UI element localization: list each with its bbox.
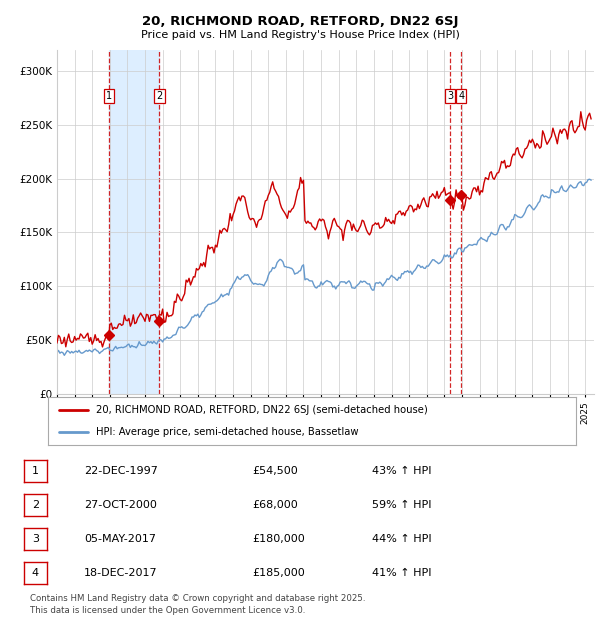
Text: Price paid vs. HM Land Registry's House Price Index (HPI): Price paid vs. HM Land Registry's House … xyxy=(140,30,460,40)
Text: 4: 4 xyxy=(458,91,464,101)
Text: 22-DEC-1997: 22-DEC-1997 xyxy=(84,466,158,476)
Text: 27-OCT-2000: 27-OCT-2000 xyxy=(84,500,157,510)
Text: 59% ↑ HPI: 59% ↑ HPI xyxy=(372,500,431,510)
Text: Contains HM Land Registry data © Crown copyright and database right 2025.
This d: Contains HM Land Registry data © Crown c… xyxy=(30,594,365,615)
Text: 1: 1 xyxy=(106,91,113,101)
Text: 2: 2 xyxy=(32,500,39,510)
Text: £54,500: £54,500 xyxy=(252,466,298,476)
Text: £180,000: £180,000 xyxy=(252,534,305,544)
Text: 43% ↑ HPI: 43% ↑ HPI xyxy=(372,466,431,476)
Text: 18-DEC-2017: 18-DEC-2017 xyxy=(84,568,158,578)
Text: 3: 3 xyxy=(447,91,454,101)
Text: 20, RICHMOND ROAD, RETFORD, DN22 6SJ: 20, RICHMOND ROAD, RETFORD, DN22 6SJ xyxy=(142,16,458,29)
Text: 44% ↑ HPI: 44% ↑ HPI xyxy=(372,534,431,544)
Text: 4: 4 xyxy=(32,568,39,578)
Text: 20, RICHMOND ROAD, RETFORD, DN22 6SJ (semi-detached house): 20, RICHMOND ROAD, RETFORD, DN22 6SJ (se… xyxy=(95,405,427,415)
Text: 41% ↑ HPI: 41% ↑ HPI xyxy=(372,568,431,578)
Text: 3: 3 xyxy=(32,534,39,544)
Bar xyxy=(109,50,160,394)
Text: 2: 2 xyxy=(157,91,163,101)
Text: £185,000: £185,000 xyxy=(252,568,305,578)
Text: £68,000: £68,000 xyxy=(252,500,298,510)
Text: HPI: Average price, semi-detached house, Bassetlaw: HPI: Average price, semi-detached house,… xyxy=(95,427,358,436)
Text: 1: 1 xyxy=(32,466,39,476)
Text: 05-MAY-2017: 05-MAY-2017 xyxy=(84,534,156,544)
